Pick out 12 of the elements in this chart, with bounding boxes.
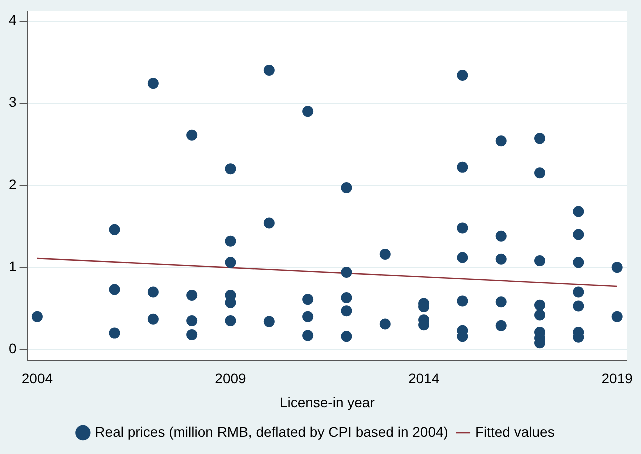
- legend-label: Fitted values: [475, 424, 555, 440]
- x-tick-label: 2014: [408, 370, 440, 387]
- x-tick-label: 2009: [215, 370, 247, 387]
- x-tick-label: 2019: [602, 370, 634, 387]
- y-tick-label: 2: [8, 176, 17, 192]
- x-axis-title: License-in year: [280, 394, 376, 410]
- x-tick-label: 2004: [22, 370, 54, 387]
- y-tick-label: 0: [8, 340, 17, 357]
- y-tick-label: 1: [8, 258, 17, 274]
- legend-label: Real prices (million RMB, deflated by CPI based in 2004): [95, 424, 448, 440]
- y-tick-label: 4: [8, 12, 17, 28]
- y-tick-label: 3: [8, 94, 17, 110]
